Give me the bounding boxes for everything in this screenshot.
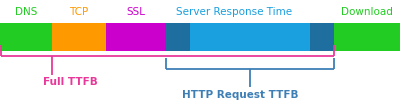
Bar bbox=[190, 23, 310, 51]
Bar bbox=[310, 23, 334, 51]
Text: TCP: TCP bbox=[69, 7, 88, 17]
Bar bbox=[0, 23, 52, 51]
Bar bbox=[166, 23, 190, 51]
Text: Server Response Time: Server Response Time bbox=[176, 7, 292, 17]
Text: Full TTFB: Full TTFB bbox=[43, 77, 97, 87]
Text: HTTP Request TTFB: HTTP Request TTFB bbox=[182, 90, 298, 100]
Text: SSL: SSL bbox=[126, 7, 146, 17]
Text: DNS: DNS bbox=[15, 7, 37, 17]
Bar bbox=[106, 23, 166, 51]
Bar bbox=[52, 23, 106, 51]
Bar bbox=[334, 23, 400, 51]
Text: Download: Download bbox=[341, 7, 393, 17]
